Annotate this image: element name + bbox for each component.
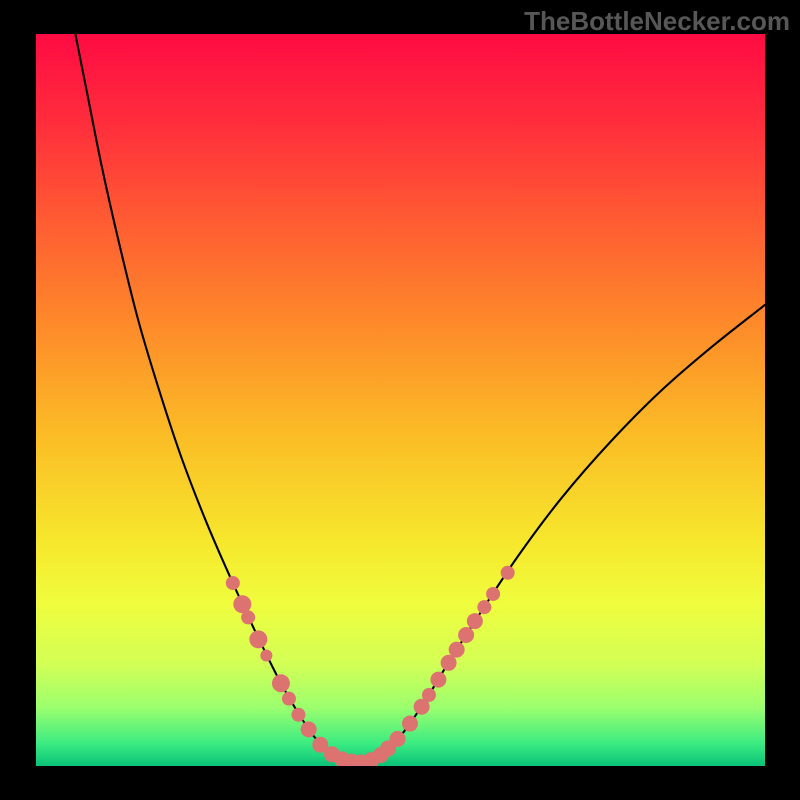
curve-marker bbox=[282, 692, 296, 706]
curve-marker bbox=[226, 576, 240, 590]
curve-marker bbox=[501, 566, 515, 580]
curve-marker bbox=[260, 649, 272, 661]
curve-marker bbox=[402, 716, 418, 732]
curve-marker bbox=[430, 672, 446, 688]
curve-marker bbox=[291, 708, 305, 722]
curve-marker bbox=[390, 731, 406, 747]
curve-marker bbox=[486, 587, 500, 601]
curve-marker bbox=[249, 630, 267, 648]
curve-marker bbox=[458, 627, 474, 643]
chart-stage: TheBottleNecker.com bbox=[0, 0, 800, 800]
curve-marker bbox=[241, 610, 255, 624]
curve-marker bbox=[301, 721, 317, 737]
curve-marker bbox=[477, 600, 491, 614]
curve-marker bbox=[272, 674, 290, 692]
bottleneck-curve-chart bbox=[0, 0, 800, 800]
curve-marker bbox=[449, 642, 465, 658]
watermark-text: TheBottleNecker.com bbox=[524, 6, 790, 37]
curve-marker bbox=[422, 688, 436, 702]
plot-background bbox=[36, 34, 765, 766]
curve-marker bbox=[467, 613, 483, 629]
